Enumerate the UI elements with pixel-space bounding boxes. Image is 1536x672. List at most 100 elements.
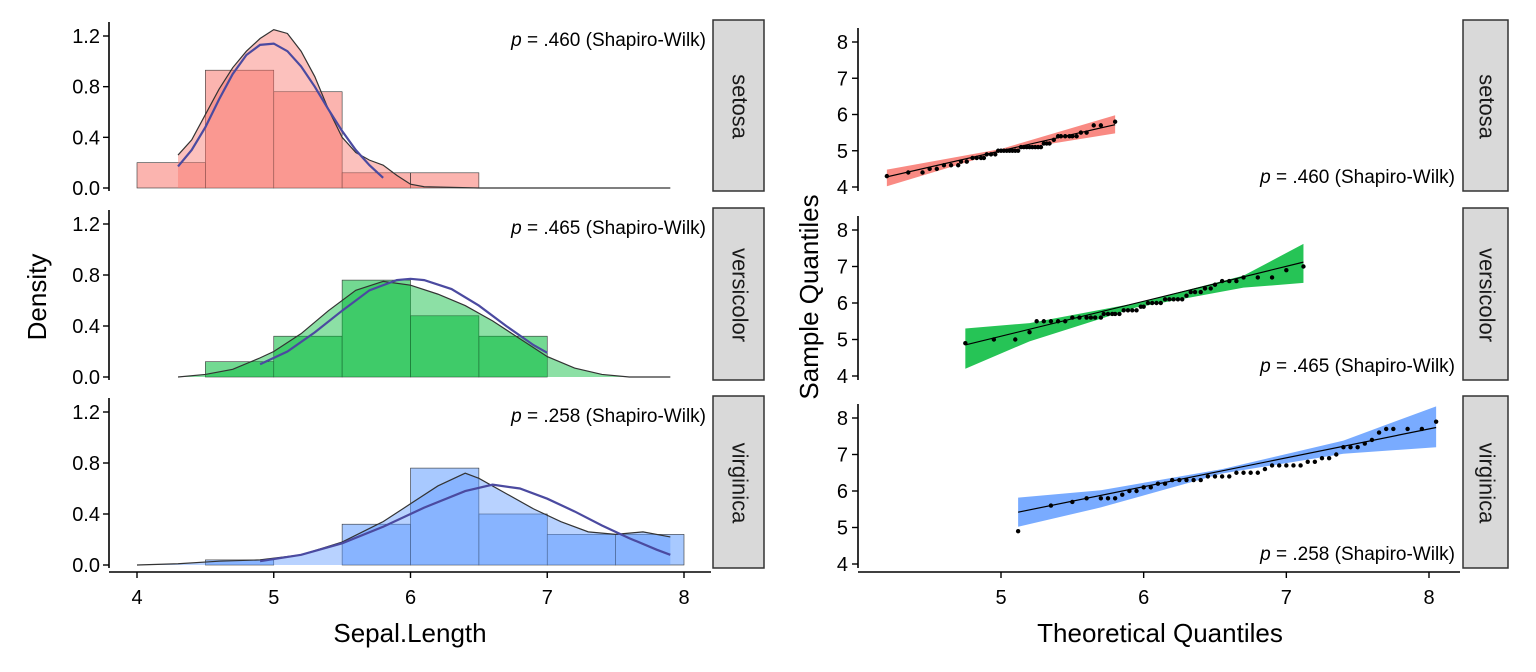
shapiro-wilk-annotation: p = .258 (Shapiro-Wilk) <box>510 406 706 427</box>
x-tick-label: 7 <box>1281 587 1292 609</box>
y-tick-label: 4 <box>837 177 848 199</box>
y-tick-label: 0.8 <box>72 77 100 99</box>
qq-point <box>1219 474 1225 479</box>
facet-strip <box>1462 395 1509 569</box>
qq-point <box>1134 488 1139 494</box>
qq-point <box>1112 496 1118 501</box>
annotation-text: = .258 (Shapiro-Wilk) <box>1271 544 1455 565</box>
qq-panel-setosa: setosa 4 5 6 7 8 p = .460 (Shapiro-Wilk) <box>837 19 1509 199</box>
qq-point <box>1127 488 1132 494</box>
histogram-bar <box>205 69 275 189</box>
y-tick-label: 1.2 <box>72 214 100 236</box>
qq-point <box>1355 445 1360 450</box>
qq-point <box>1376 430 1382 435</box>
qq-point <box>1191 477 1196 483</box>
qq-point <box>1167 297 1172 302</box>
qq-point <box>1088 315 1094 320</box>
facet-strip <box>712 395 765 569</box>
qq-point <box>1117 311 1122 317</box>
qq-point <box>1055 319 1061 324</box>
qq-point <box>1015 528 1021 534</box>
qq-point <box>1155 481 1161 486</box>
qq-point <box>993 152 998 157</box>
histogram-bar <box>273 91 343 189</box>
annotation-text: = .460 (Shapiro-Wilk) <box>522 30 706 51</box>
qq-point <box>1041 319 1047 324</box>
qq-point <box>1291 463 1296 468</box>
qq-point <box>956 163 961 168</box>
qq-point <box>884 173 890 179</box>
qq-point <box>1098 496 1104 501</box>
shapiro-wilk-annotation: p = .258 (Shapiro-Wilk) <box>1259 544 1455 565</box>
shapiro-wilk-annotation: p = .460 (Shapiro-Wilk) <box>1259 167 1455 188</box>
qq-point <box>1170 477 1175 483</box>
histogram-chart: setosa 0.0 0.4 0.8 1.2 p = .460 (Shapiro-Wilk… <box>72 19 765 609</box>
y-tick-label: 5 <box>837 518 848 540</box>
qq-point <box>1130 308 1135 313</box>
normal-curve <box>259 483 671 563</box>
qq-point <box>1162 481 1168 486</box>
y-tick-label: 8 <box>837 408 848 430</box>
histogram-bar <box>273 335 343 378</box>
qq-point <box>1362 441 1368 446</box>
y-tick-label: 6 <box>837 105 848 127</box>
qq-point <box>1105 496 1111 501</box>
y-tick-label: 0.8 <box>72 453 100 475</box>
qq-point <box>1298 463 1303 468</box>
qq-point <box>1078 130 1084 135</box>
histogram-panel-setosa: setosa 0.0 0.4 0.8 1.2 p = .460 (Shapiro-Wilk… <box>72 19 765 200</box>
facet-strip-label: versicolor <box>1475 248 1500 342</box>
facet-strip-label: virginica <box>1475 443 1500 524</box>
y-tick-label: 4 <box>837 366 848 388</box>
y-tick-label: 0.0 <box>72 367 100 389</box>
qq-point <box>1058 134 1064 139</box>
qq-point <box>1105 311 1111 317</box>
qq-point <box>1262 466 1268 472</box>
qq-point <box>1077 315 1082 320</box>
normal-curve <box>259 277 548 366</box>
qq-point <box>1241 275 1246 280</box>
qq-point <box>1341 445 1346 450</box>
x-tick-label: 8 <box>1423 587 1434 609</box>
y-tick-label: 7 <box>837 257 848 279</box>
qq-point <box>1098 123 1104 128</box>
qq-point <box>1212 474 1218 479</box>
x-tick-label: 8 <box>678 587 689 609</box>
qq-point <box>1047 141 1052 146</box>
qq-point <box>1171 297 1176 302</box>
qq-point <box>1269 463 1275 468</box>
facet-strip-label: versicolor <box>728 248 753 342</box>
y-tick-label: 8 <box>837 220 848 242</box>
histogram-x-axis-title: Sepal.Length <box>333 618 486 648</box>
qq-point <box>1063 134 1068 139</box>
qq-panel-virginica: virginica 4 5 6 7 8 p = .258 (Shapiro-Wilk) <box>837 395 1509 576</box>
qq-point <box>1212 282 1218 287</box>
facet-strip <box>1462 19 1509 192</box>
qq-point <box>964 159 969 164</box>
qq-chart: setosa 4 5 6 7 8 p = .460 (Shapiro-Wilk) versic… <box>837 19 1509 609</box>
qq-point <box>1405 426 1410 432</box>
qq-point <box>1234 470 1239 475</box>
density-line <box>136 472 671 566</box>
qq-point <box>1192 289 1198 295</box>
qq-point <box>1384 426 1389 432</box>
x-tick-label: 7 <box>542 587 553 609</box>
qq-reference-line <box>965 261 1304 346</box>
qq-point <box>1177 477 1182 483</box>
y-tick-label: 5 <box>837 141 848 163</box>
qq-point <box>1312 459 1318 464</box>
normal-curve <box>177 42 384 179</box>
qq-point <box>1284 267 1289 273</box>
qq-point <box>988 152 994 157</box>
y-tick-label: 6 <box>837 481 848 503</box>
qq-point <box>1125 308 1131 313</box>
qq-point <box>1198 477 1203 483</box>
y-tick-label: 7 <box>837 68 848 90</box>
histogram-panel-versicolor: versicolor 0.0 0.4 0.8 1.2 p = .465 (Shapiro-… <box>72 207 765 389</box>
y-tick-label: 0.4 <box>72 127 100 149</box>
x-tick-label: 5 <box>995 587 1006 609</box>
y-tick-label: 7 <box>837 445 848 467</box>
qq-point <box>1120 492 1125 497</box>
qq-point <box>1070 315 1075 320</box>
qq-point <box>1241 470 1246 475</box>
